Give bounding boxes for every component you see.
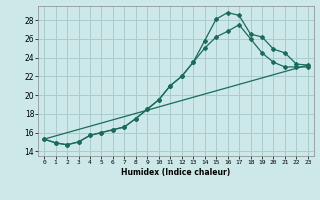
X-axis label: Humidex (Indice chaleur): Humidex (Indice chaleur) [121, 168, 231, 177]
